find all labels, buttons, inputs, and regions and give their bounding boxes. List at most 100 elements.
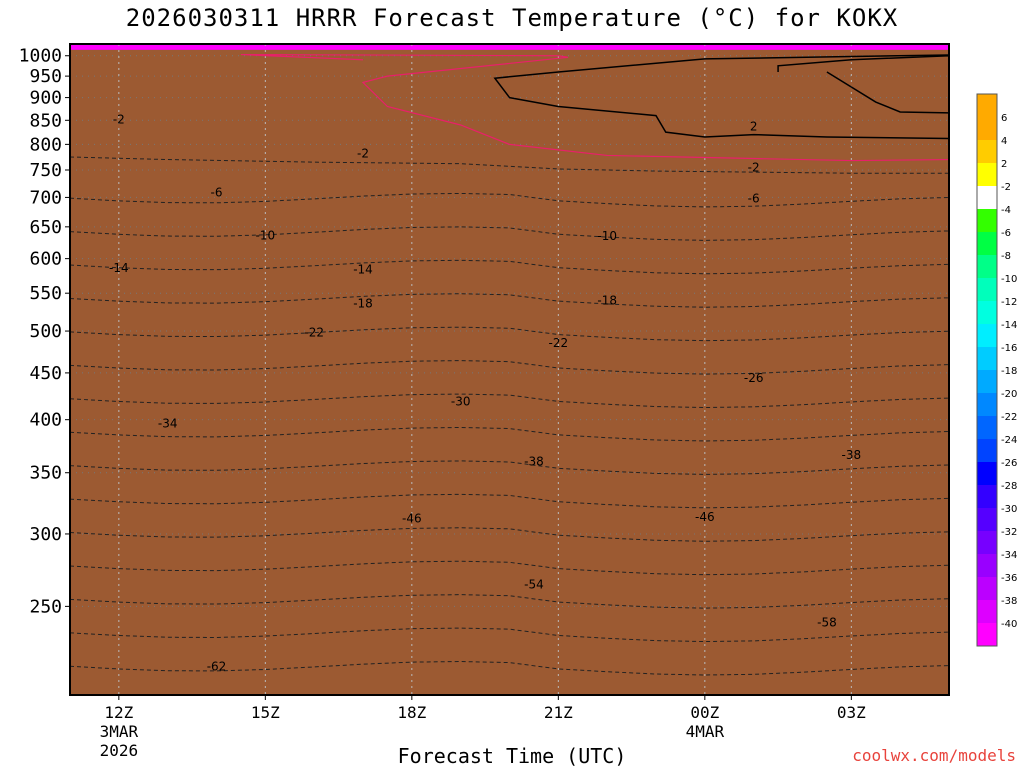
contour-label: -2 [748,160,760,174]
y-tick-label: 750 [29,160,62,181]
y-tick-label: 800 [29,134,62,155]
colorbar-segment [977,163,997,186]
x-tick-date: 3MAR [100,722,139,741]
contour-label: -18 [353,296,373,310]
x-tick-label: 03Z [837,703,866,722]
y-tick-label: 450 [29,363,62,384]
contour-label: -30 [451,394,471,408]
y-tick-label: 850 [29,110,62,131]
colorbar-label: -18 [1001,366,1017,377]
colorbar-segment [977,416,997,439]
contour-label: -22 [549,336,569,350]
isotherm-contour-positive [777,54,949,114]
colorbar-label: -2 [1001,182,1011,193]
colorbar-segment [977,623,997,646]
colorbar-label: -8 [1001,251,1011,262]
y-tick-label: 300 [29,524,62,545]
colorbar-label: -14 [1001,320,1017,331]
colorbar-segment [977,186,997,209]
source-credit[interactable]: coolwx.com/models [852,746,1016,765]
y-tick-label: 900 [29,88,62,109]
contour-label: -14 [353,262,373,276]
colorbar-label: -16 [1001,343,1017,354]
colorbar-label: 6 [1001,113,1007,124]
y-tick-label: 1000 [19,46,62,67]
x-tick-year: 2026 [100,741,139,760]
ground [70,49,949,695]
plot-frame [69,43,950,696]
contour-label: -58 [817,616,837,630]
x-tick-label: 18Z [397,703,426,722]
colorbar-label: -26 [1001,458,1017,469]
colorbar-segment [977,94,997,117]
y-tick-label: 350 [29,463,62,484]
isotherm-contour [70,156,949,174]
colorbar-label: -32 [1001,527,1017,538]
y-tick-label: 400 [29,410,62,431]
contour-label: -2 [357,146,369,160]
colorbar-segment [977,600,997,623]
colorbar-segment [977,485,997,508]
colorbar-label: -30 [1001,504,1017,515]
colorbar-segment [977,232,997,255]
y-tick-label: 700 [29,187,62,208]
colorbar-segment [977,393,997,416]
colorbar-segment [977,439,997,462]
colorbar-label: -6 [1001,228,1011,239]
colorbar-segment [977,140,997,163]
contour-label: -10 [597,229,617,243]
colorbar-frame [976,93,998,647]
colorbar-segment [977,347,997,370]
y-tick-label: 600 [29,249,62,270]
colorbar-label: -4 [1001,205,1011,216]
colorbar-segment [977,577,997,600]
contour-label: -10 [256,228,276,242]
contour-label: -46 [695,510,715,524]
freezing-line [240,53,949,162]
colorbar-label: -40 [1001,619,1017,630]
y-tick-label: 950 [29,66,62,87]
colorbar-label: -22 [1001,412,1017,423]
colorbar-segment [977,462,997,485]
x-tick-label: 21Z [544,703,573,722]
isotherm-contour-positive [493,54,949,140]
colorbar-segment [977,209,997,232]
y-tick-label: 250 [29,596,62,617]
colorbar-segment [977,278,997,301]
colorbar-label: 4 [1001,136,1007,147]
contour-label: -34 [158,417,178,431]
contour-label: -18 [597,293,617,307]
colorbar-label: -36 [1001,573,1017,584]
colorbar-label: -24 [1001,435,1017,446]
x-tick-label: 15Z [251,703,280,722]
colorbar-segment [977,117,997,140]
colorbar-segment [977,508,997,531]
contour-label: -14 [109,261,129,275]
colorbar-segment [977,554,997,577]
colorbar-label: -20 [1001,389,1017,400]
contour-label: -62 [207,659,227,673]
y-tick-label: 550 [29,283,62,304]
x-tick-label: 12Z [104,703,133,722]
contour-label: -38 [524,455,544,469]
contour-label: -2 [113,112,125,126]
colorbar-segment [977,324,997,347]
contour-label: 2 [750,119,758,133]
contour-label: -6 [211,185,223,199]
colorbar-label: -38 [1001,596,1017,607]
contour-label: -6 [748,192,760,206]
contour-label: -22 [304,326,324,340]
x-tick-label: 00Z [690,703,719,722]
contour-label: -38 [842,448,862,462]
x-tick-date: 4MAR [686,722,725,741]
chart-title: 2026030311 HRRR Forecast Temperature (°C… [125,4,899,32]
colorbar-segment [977,531,997,554]
colorbar-segment [977,370,997,393]
contour-label: -26 [744,371,764,385]
colorbar-label: -12 [1001,297,1017,308]
contour-label: -54 [524,578,544,592]
colorbar-label: -10 [1001,274,1017,285]
colorbar-segment [977,255,997,278]
x-axis-label: Forecast Time (UTC) [397,744,627,768]
